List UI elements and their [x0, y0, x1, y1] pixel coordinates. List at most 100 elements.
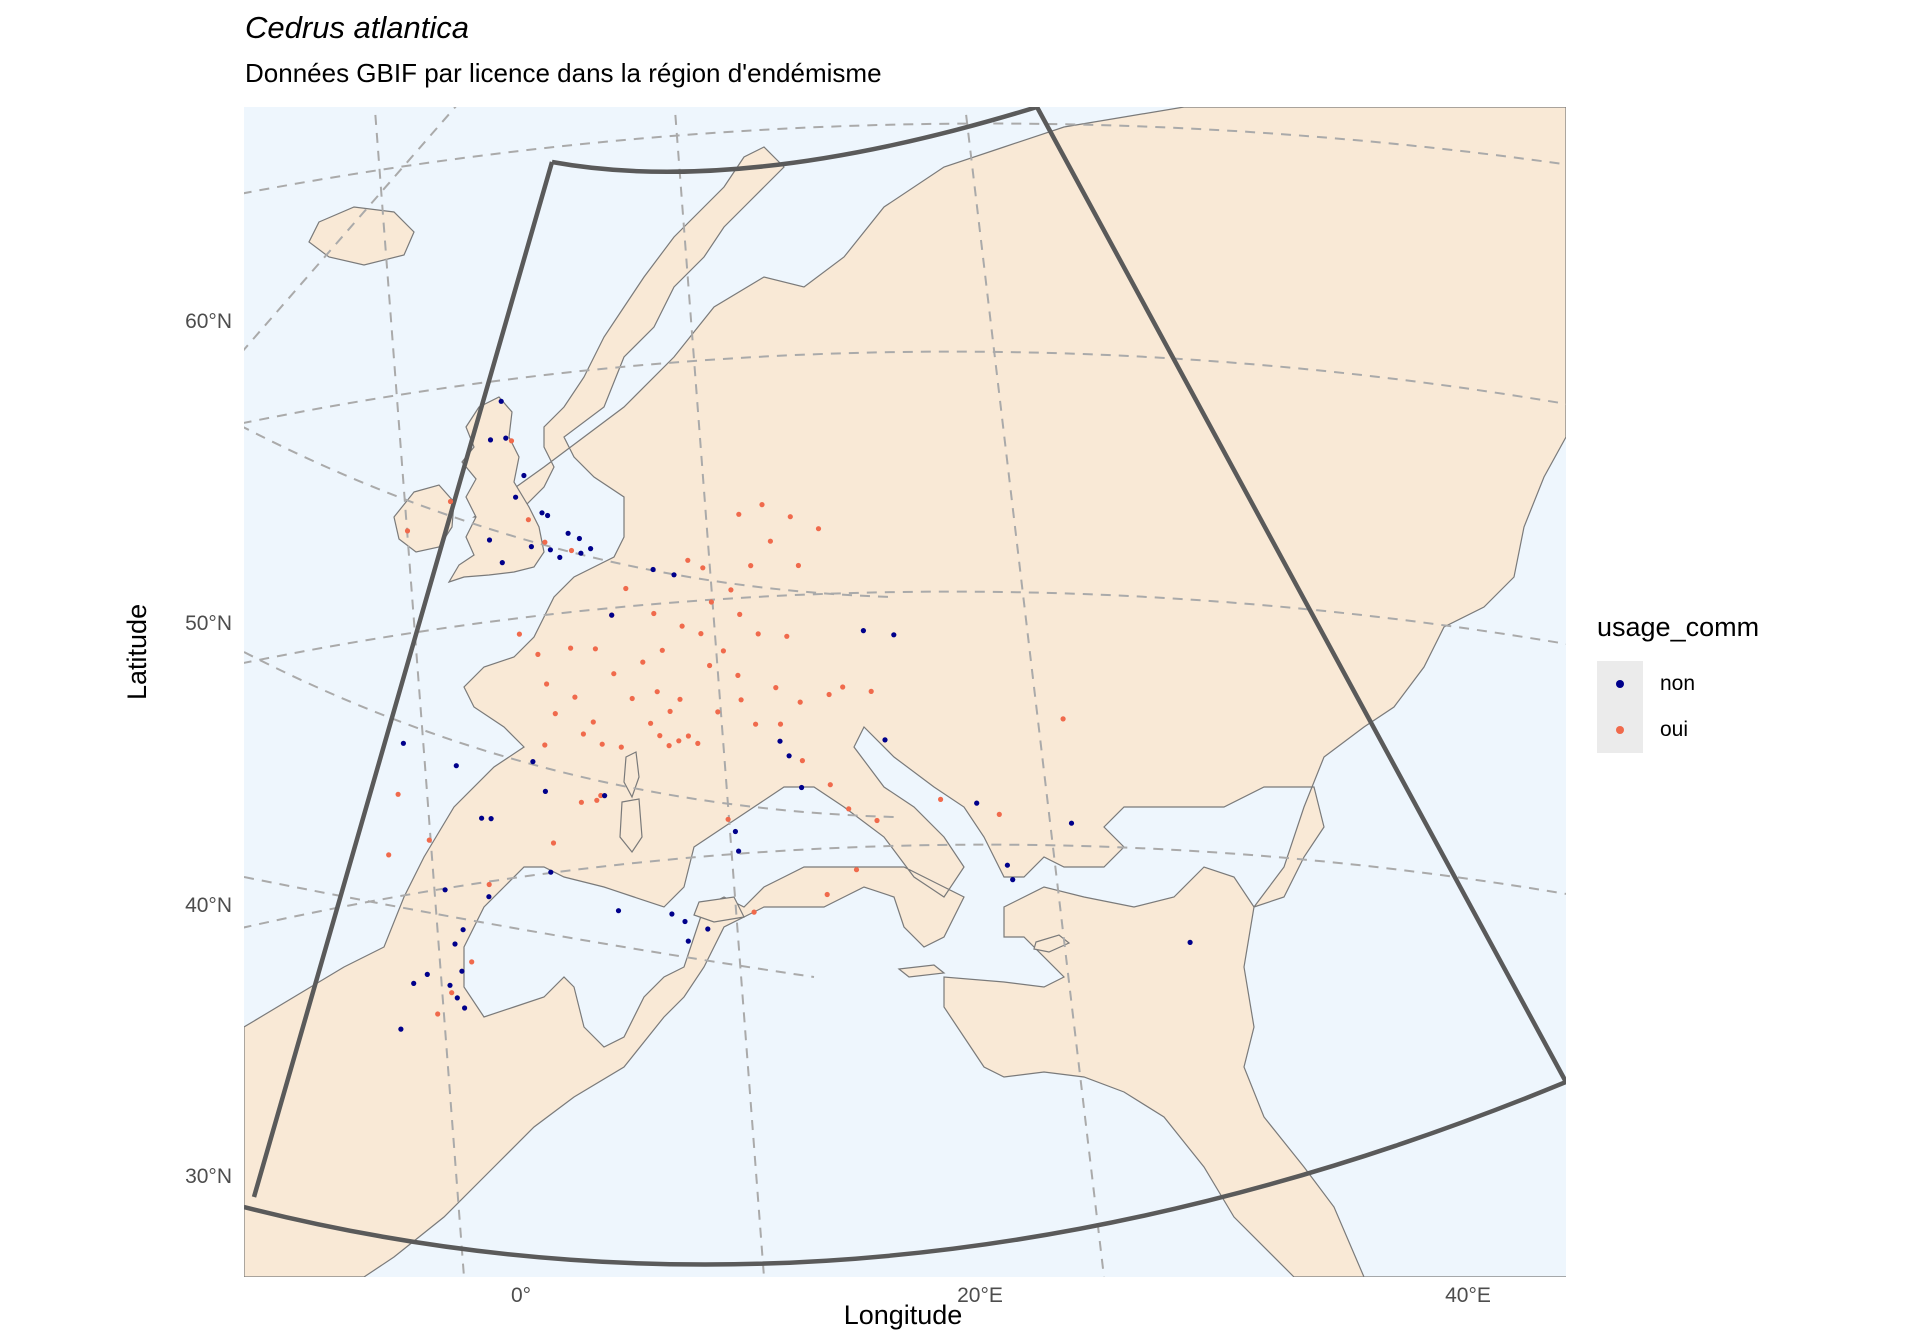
landmasses: [244, 107, 1566, 1277]
occurrence-point-non: [521, 472, 527, 479]
occurrence-point-oui: [736, 511, 742, 517]
occurrence-point-non: [891, 632, 897, 638]
occurrence-point-oui: [516, 631, 522, 637]
occurrence-point-oui: [568, 547, 575, 554]
occurrence-point-oui: [797, 699, 803, 705]
occurrence-point-non: [860, 628, 867, 634]
land-corsica: [623, 751, 640, 799]
endemic-region-outline: [244, 107, 1566, 1267]
x-tick-label: 0°: [510, 1284, 532, 1307]
graticule: [244, 107, 1566, 1277]
occurrence-point-non: [671, 572, 677, 578]
occurrence-point-oui: [648, 720, 654, 726]
land-cyprus: [1033, 934, 1071, 953]
occurrence-point-oui: [486, 881, 492, 888]
y-axis-title: Latitude: [122, 603, 152, 700]
occurrence-point-non: [588, 546, 594, 552]
graticule-lat-40b: [244, 651, 895, 818]
occurrence-point-non: [530, 759, 536, 765]
occurrence-point-oui: [708, 599, 714, 605]
graticule-lat-40: [244, 590, 1566, 664]
occurrence-point-non: [1010, 877, 1016, 883]
legend-key: [1597, 661, 1643, 707]
occurrence-point-oui: [592, 646, 598, 652]
occurrence-point-non: [498, 398, 504, 404]
land-europe-asia: [244, 107, 1566, 1277]
occurrence-point-non: [486, 894, 492, 900]
occurrence-point-oui: [728, 587, 734, 593]
legend-label: oui: [1660, 718, 1689, 741]
occurrence-point-non: [685, 938, 691, 944]
occurrence-point-oui: [386, 852, 392, 858]
occurrence-point-oui: [698, 631, 704, 637]
occurrence-point-non: [488, 816, 494, 822]
occurrence-point-oui: [827, 782, 833, 788]
occurrence-point-non: [479, 815, 485, 821]
occurrence-point-oui: [550, 840, 557, 846]
occurrence-point-oui: [654, 689, 660, 695]
occurrence-point-non: [400, 740, 406, 746]
occurrence-point-non: [447, 982, 453, 988]
occurrence-point-non: [513, 494, 519, 500]
occurrence-point-oui: [552, 711, 558, 717]
occurrence-point-non: [705, 926, 711, 932]
occurrence-point-non: [424, 971, 430, 978]
occurrence-point-oui: [735, 672, 741, 679]
occurrence-point-oui: [846, 806, 852, 812]
occurrence-point-oui: [447, 498, 454, 505]
occurrence-point-oui: [469, 959, 475, 965]
occurrence-point-oui: [659, 647, 665, 653]
occurrence-point-non: [486, 537, 493, 543]
occurrence-point-oui: [623, 585, 629, 592]
legend-title: usage_comm: [1597, 612, 1760, 642]
occurrence-point-non: [615, 908, 622, 914]
occurrence-point-oui: [535, 651, 541, 658]
y-tick-label: 40°N: [185, 894, 232, 917]
occurrence-point-non: [548, 869, 554, 875]
occurrence-point-oui: [580, 731, 586, 737]
occurrence-point-oui: [395, 791, 401, 797]
region-bottom-edge: [244, 1079, 1566, 1267]
occurrence-point-oui: [748, 563, 754, 569]
x-tick-label: 40°E: [1445, 1284, 1491, 1307]
land-crete: [897, 964, 946, 978]
occurrence-point-oui: [715, 709, 721, 715]
occurrence-point-non: [462, 1005, 468, 1011]
y-tick-label: 30°N: [185, 1165, 232, 1188]
occurrence-point-non: [452, 941, 458, 947]
occurrence-point-non: [786, 753, 792, 759]
y-tick-label: 60°N: [185, 310, 232, 333]
occurrence-point-oui: [572, 694, 578, 700]
occurrence-point-oui: [824, 891, 830, 898]
occurrence-point-non: [565, 530, 571, 536]
occurrence-point-non: [539, 510, 545, 516]
occurrence-point-non: [650, 566, 656, 573]
occurrence-point-non: [411, 980, 417, 987]
occurrence-point-oui: [707, 662, 713, 669]
occurrence-point-oui: [542, 539, 548, 545]
occurrence-point-oui: [426, 837, 432, 843]
occurrence-point-oui: [700, 565, 706, 571]
occurrence-point-oui: [737, 611, 743, 617]
occurrence-point-non: [1004, 862, 1011, 868]
occurrence-point-oui: [618, 744, 624, 750]
occurrence-point-non: [459, 968, 465, 974]
occurrence-point-non: [453, 763, 459, 769]
graticule-lat-30: [244, 843, 1566, 929]
map-panel[interactable]: [244, 107, 1566, 1277]
occurrence-point-non: [777, 738, 783, 744]
occurrence-point-oui: [755, 631, 761, 637]
occurrence-point-oui: [725, 816, 731, 822]
graticule-lat-50b: [244, 426, 895, 598]
occurrence-point-oui: [676, 738, 682, 744]
land-sardinia: [619, 798, 643, 854]
legend-dot-non: [1616, 680, 1624, 688]
occurrence-point-oui: [720, 648, 726, 654]
land-sicily: [693, 896, 745, 923]
occurrence-point-oui: [657, 733, 663, 739]
occurrence-point-non: [602, 793, 608, 799]
occurrence-point-oui: [815, 526, 822, 532]
legend-label: non: [1660, 672, 1696, 695]
occurrence-points: [386, 398, 1193, 1032]
occurrence-point-oui: [578, 799, 584, 805]
